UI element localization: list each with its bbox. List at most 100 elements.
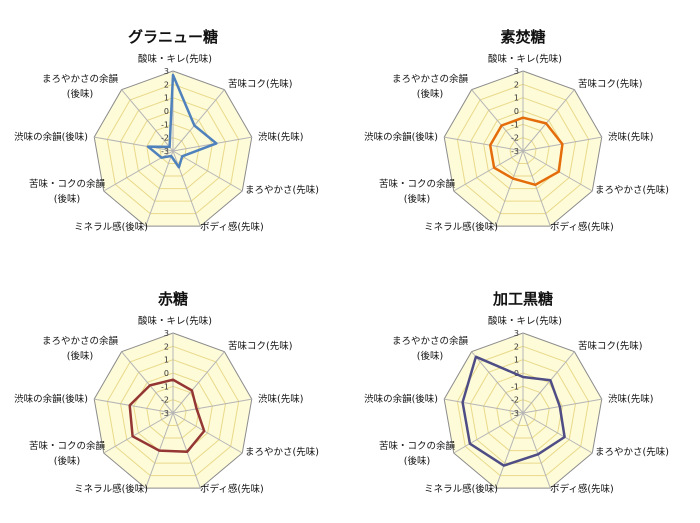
radar-grid-ring	[483, 110, 563, 190]
radar-grid-ring	[106, 83, 240, 215]
axis-label: 渋味(先味)	[608, 393, 653, 405]
radar-spoke	[145, 150, 174, 227]
radar-spoke	[94, 136, 174, 152]
axis-label: ボディ感(先味)	[200, 483, 264, 495]
radar-spoke	[471, 351, 524, 414]
axis-label: まろやかさ(先味)	[595, 446, 669, 458]
radar-tick-label: 1	[164, 356, 169, 365]
radar-tick-label: 2	[164, 80, 169, 89]
radar-grid-ring	[119, 97, 227, 202]
axis-label: まろやかさの余韻(後味)	[42, 335, 119, 362]
radar-tick-label: -1	[511, 382, 519, 391]
axis-label: 苦味コク(先味)	[578, 78, 642, 90]
radar-spoke	[522, 412, 551, 489]
axis-label: まろやかさ(先味)	[245, 446, 319, 458]
radar-spoke	[522, 89, 575, 152]
axis-label: ミネラル感(後味)	[424, 483, 498, 495]
axis-label: ミネラル感(後味)	[74, 221, 148, 233]
radar-tick-label: 1	[514, 356, 519, 365]
axis-label: 渋味の余韻(後味)	[364, 393, 438, 405]
radar-tick-label: -3	[511, 147, 519, 156]
radar-series-line	[128, 378, 206, 454]
radar-spoke	[444, 398, 524, 414]
radar-grid-ring	[159, 399, 187, 427]
radar-spoke	[453, 150, 524, 192]
axis-label: 渋味の余韻(後味)	[364, 131, 438, 143]
radar-tick-label: -1	[161, 120, 169, 129]
axis-label: まろやかさの余韻(後味)	[42, 73, 119, 100]
axis-label: 苦味コク(先味)	[228, 78, 292, 90]
radar-grid-ring	[509, 399, 537, 427]
radar-chart-granulated-sugar: 3 2 1 0 -1 -2 -3 グラニュー糖 酸味・キレ(先味) 苦味コク(先味) 渋味(先味) ま…	[0, 0, 350, 261]
radar-tick-label: 1	[514, 94, 519, 103]
axis-label: 酸味・キレ(先味)	[488, 315, 562, 327]
radar-spoke	[94, 398, 174, 414]
axis-label: 苦味コク(先味)	[578, 340, 642, 352]
radar-tick-label: -3	[511, 409, 519, 418]
radar-tick-label: -1	[511, 120, 519, 129]
radar-spoke	[103, 412, 174, 454]
chart-title: 赤糖	[158, 290, 188, 308]
radar-tick-label: 3	[514, 329, 519, 338]
axis-label: 苦味・コクの余韻(後味)	[379, 178, 456, 205]
radar-tick-label: -2	[511, 396, 519, 405]
radar-grid-ring	[159, 137, 187, 165]
radar-spoke	[522, 398, 602, 414]
axis-label: 渋味の余韻(後味)	[14, 131, 88, 143]
radar-spoke	[172, 412, 243, 454]
radar-tick-label: 0	[164, 107, 169, 116]
radar-spoke	[444, 136, 524, 152]
chart-title: グラニュー糖	[128, 28, 218, 46]
radar-tick-label: 0	[164, 369, 169, 378]
radar-grid-ring	[146, 123, 200, 177]
radar-grid-ring	[106, 345, 240, 477]
radar-tick-label: 2	[514, 342, 519, 351]
axis-label: まろやかさ(先味)	[245, 184, 319, 196]
radar-spoke	[522, 412, 593, 454]
radar-chart-processed-brown-sugar: 3 2 1 0 -1 -2 -3 加工黒糖 酸味・キレ(先味) 苦味コク(先味) 渋味(先味) まろや…	[350, 262, 700, 523]
radar-chart-red-sugar: 3 2 1 0 -1 -2 -3 赤糖 酸味・キレ(先味) 苦味コク(先味) 渋味(先味) まろやかさ…	[0, 262, 350, 523]
radar-spoke	[172, 89, 225, 152]
radar-spoke	[471, 89, 524, 152]
radar-grid-ring	[456, 83, 590, 215]
radar-spoke	[172, 351, 225, 414]
radar-spoke	[121, 89, 174, 152]
axis-label: ミネラル感(後味)	[424, 221, 498, 233]
radar-series-line	[488, 116, 564, 187]
radar-grid-ring	[496, 385, 550, 439]
axis-label: まろやかさ(先味)	[595, 184, 669, 196]
radar-spoke	[453, 412, 524, 454]
radar-grid-ring	[509, 137, 537, 165]
radar-svg: 3210-1-2-3加工黒糖酸味・キレ(先味)苦味コク(先味)渋味(先味)まろや…	[364, 290, 669, 495]
radar-tick-label: -1	[161, 382, 169, 391]
axis-label: ミネラル感(後味)	[74, 483, 148, 495]
radar-tick-label: -2	[161, 134, 169, 143]
axis-label: 酸味・キレ(先味)	[138, 315, 212, 327]
radar-spoke	[495, 412, 524, 489]
radar-tick-label: 3	[514, 67, 519, 76]
axis-label: ボディ感(先味)	[550, 221, 614, 233]
radar-tick-label: 2	[164, 342, 169, 351]
radar-tick-label: -2	[161, 396, 169, 405]
axis-label: ボディ感(先味)	[200, 221, 264, 233]
radar-tick-label: -3	[161, 147, 169, 156]
radar-spoke	[522, 150, 551, 227]
radar-tick-label: -2	[511, 134, 519, 143]
radar-tick-label: 3	[164, 329, 169, 338]
axis-label: 苦味・コクの余韻(後味)	[29, 178, 106, 205]
radar-series-line	[146, 73, 218, 169]
axis-label: まろやかさの余韻(後味)	[392, 73, 469, 100]
radar-tick-label: -3	[161, 409, 169, 418]
radar-spoke	[172, 398, 252, 414]
chart-title: 加工黒糖	[492, 290, 553, 308]
axis-label: 渋味の余韻(後味)	[14, 393, 88, 405]
radar-spoke	[495, 150, 524, 227]
radar-chart-sudaki-sugar: 3 2 1 0 -1 -2 -3 素焚糖 酸味・キレ(先味) 苦味コク(先味) 渋味(先味) まろやか…	[350, 0, 700, 261]
radar-tick-label: 3	[164, 67, 169, 76]
axis-label: 苦味・コクの余韻(後味)	[29, 440, 106, 467]
axis-label: ボディ感(先味)	[550, 483, 614, 495]
radar-grid-ring	[496, 123, 550, 177]
